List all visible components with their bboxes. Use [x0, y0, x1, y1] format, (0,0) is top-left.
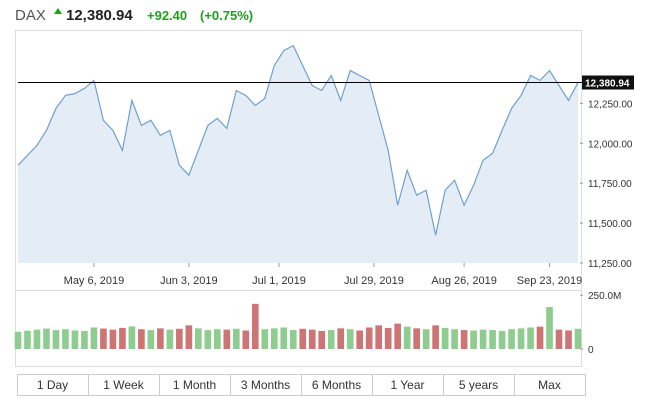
volume-bar	[43, 328, 50, 349]
volume-bar	[422, 329, 430, 349]
range-button[interactable]	[514, 374, 586, 396]
volume-bar	[555, 329, 563, 349]
price: 12,380.94	[66, 7, 133, 24]
volume-bar	[565, 330, 572, 349]
volume-bar	[33, 329, 41, 349]
range-buttons: 1 Day 1 Week 1 Month 3 Months 6 Months 1 Year…	[17, 374, 586, 396]
y-tick-label: 11,500.00	[588, 219, 632, 230]
volume-bar	[100, 328, 107, 349]
volume-bar	[508, 329, 515, 349]
volume-bar	[489, 330, 496, 349]
volume-bar	[261, 329, 269, 349]
volume-bar	[14, 331, 22, 349]
volume-bar	[451, 329, 458, 349]
volume-bar	[24, 330, 31, 349]
range-button-label[interactable]: 1 Week	[103, 378, 144, 392]
volume-bar	[498, 330, 506, 349]
volume-bar	[232, 328, 240, 349]
y-tick-label: 250.0M	[588, 291, 621, 302]
volume-bar	[356, 330, 364, 349]
volume-bar	[460, 330, 468, 349]
volume-bar	[71, 330, 79, 349]
volume-bar	[432, 325, 439, 349]
volume-bar	[128, 326, 136, 349]
volume-bar	[318, 330, 326, 349]
volume-bar	[536, 326, 544, 349]
x-tick-label: Sep 23, 2019	[517, 275, 582, 287]
volume-bar	[441, 327, 449, 349]
range-button-label[interactable]: 1 Month	[173, 378, 216, 392]
volume-bar	[337, 328, 345, 349]
range-button-label[interactable]: 5 years	[459, 378, 498, 392]
volume-bar	[176, 328, 183, 349]
volume-bar	[157, 328, 164, 349]
volume-bar	[546, 307, 553, 349]
volume-bar	[138, 329, 145, 349]
volume-bar	[470, 330, 477, 349]
y-tick-label: 11,750.00	[588, 179, 632, 190]
volume-bar	[109, 329, 117, 349]
volume-bar	[375, 325, 382, 349]
range-button-label[interactable]: 1 Year	[390, 378, 424, 392]
y-tick-label: 11,250.00	[588, 259, 632, 270]
change: +92.40	[147, 8, 187, 23]
volume-bar	[62, 329, 69, 349]
volume-bar	[185, 325, 193, 349]
volume-bar	[289, 330, 297, 349]
volume-bar	[214, 329, 221, 349]
volume-bar	[308, 329, 316, 349]
up-arrow	[54, 8, 62, 14]
range-button-label[interactable]: 3 Months	[241, 378, 290, 392]
change-percent: (+0.75%)	[200, 8, 253, 23]
volume-bar	[52, 330, 60, 349]
volume-bar	[574, 328, 582, 349]
volume-bar	[251, 303, 259, 349]
last-price-label: 12,380.94	[585, 79, 630, 90]
volume-bar	[242, 330, 250, 349]
volume-bar	[517, 328, 525, 349]
volume-bar	[479, 329, 487, 349]
volume-bar	[365, 327, 373, 349]
volume-bar	[90, 327, 98, 349]
volume-bar	[299, 328, 307, 349]
volume-bar	[346, 329, 354, 349]
volume-bar	[413, 328, 420, 349]
range-button-label[interactable]: 1 Day	[37, 378, 68, 392]
plot: Investing.com11,250.0011,500.0011,750.00…	[14, 44, 634, 356]
range-button-label[interactable]: Max	[538, 378, 561, 392]
price-line	[17, 44, 579, 236]
volume-bar	[394, 323, 401, 349]
price-area	[18, 45, 578, 263]
volume-bar	[223, 329, 231, 349]
x-tick-label: May 6, 2019	[64, 275, 125, 287]
x-tick-label: Jul 1, 2019	[252, 275, 306, 287]
volume-bar	[280, 327, 288, 349]
volume-bar	[384, 327, 392, 349]
volume-bar	[327, 330, 335, 349]
last-price-box	[582, 75, 634, 90]
x-tick-label: Jun 3, 2019	[160, 275, 218, 287]
volume-bar	[270, 328, 278, 349]
volume-bar	[204, 330, 212, 349]
volume-bar	[81, 330, 88, 349]
volume-bar	[527, 327, 534, 349]
chart-frame	[15, 30, 582, 367]
volume-bar	[147, 330, 155, 349]
y-tick-label: 0	[588, 345, 594, 356]
volume-bar	[166, 329, 174, 349]
symbol: DAX	[15, 7, 46, 24]
x-tick-label: Aug 26, 2019	[431, 275, 496, 287]
y-tick-label: 12,250.00	[588, 99, 633, 110]
y-tick-label: 12,000.00	[588, 139, 633, 150]
x-tick-label: Jul 29, 2019	[344, 275, 404, 287]
volume-bar	[195, 328, 202, 349]
range-button-label[interactable]: 6 Months	[312, 378, 361, 392]
volume-bar	[119, 327, 126, 349]
volume-bar	[403, 326, 411, 349]
